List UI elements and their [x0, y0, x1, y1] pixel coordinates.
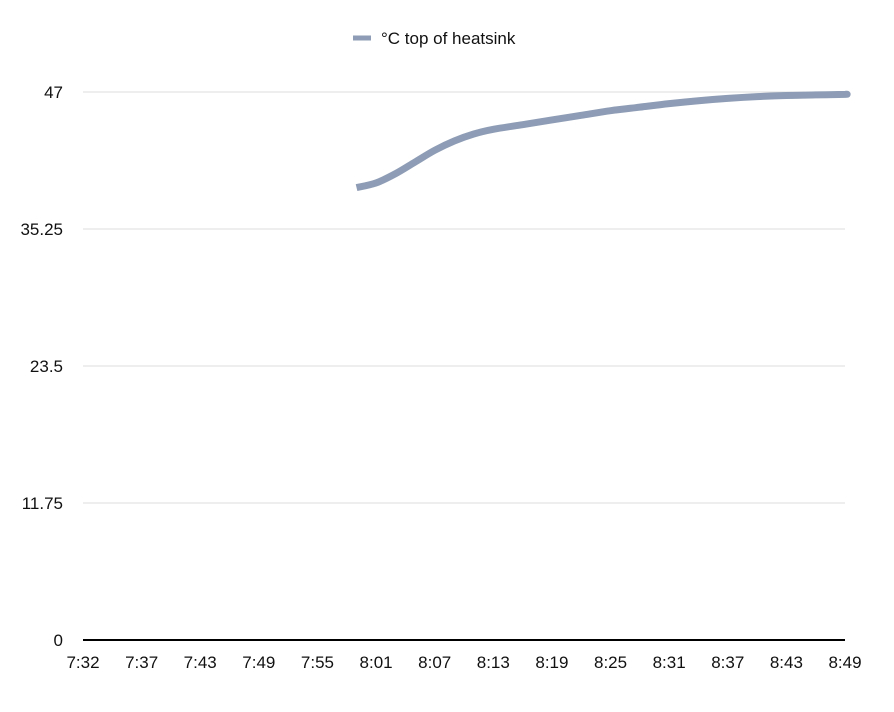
y-axis-tick-labels: 0 11.75 23.5 35.25 47 [20, 83, 63, 650]
x-tick-label: 8:07 [418, 653, 451, 672]
x-tick-label: 8:37 [711, 653, 744, 672]
x-tick-label: 7:55 [301, 653, 334, 672]
legend-label: °C top of heatsink [381, 29, 516, 48]
x-tick-label: 8:49 [828, 653, 861, 672]
x-tick-label: 8:25 [594, 653, 627, 672]
x-tick-label: 7:37 [125, 653, 158, 672]
x-tick-label: 8:01 [360, 653, 393, 672]
y-tick-label: 11.75 [22, 494, 63, 513]
gridlines [83, 91, 845, 504]
y-tick-label: 35.25 [20, 220, 63, 239]
y-tick-label: 47 [44, 83, 63, 102]
x-tick-label: 8:13 [477, 653, 510, 672]
series-line [355, 90, 851, 192]
x-tick-label: 8:43 [770, 653, 803, 672]
x-tick-label: 7:43 [184, 653, 217, 672]
legend: °C top of heatsink [353, 29, 516, 48]
x-tick-label: 7:49 [242, 653, 275, 672]
series-lines [355, 90, 851, 192]
x-tick-label: 8:19 [535, 653, 568, 672]
x-tick-label: 8:31 [653, 653, 686, 672]
y-tick-label: 0 [54, 631, 63, 650]
y-tick-label: 23.5 [30, 357, 63, 376]
x-tick-label: 7:32 [66, 653, 99, 672]
x-axis-tick-labels: 7:32 7:37 7:43 7:49 7:55 8:01 8:07 8:13 8:19 8:25… [66, 653, 861, 672]
